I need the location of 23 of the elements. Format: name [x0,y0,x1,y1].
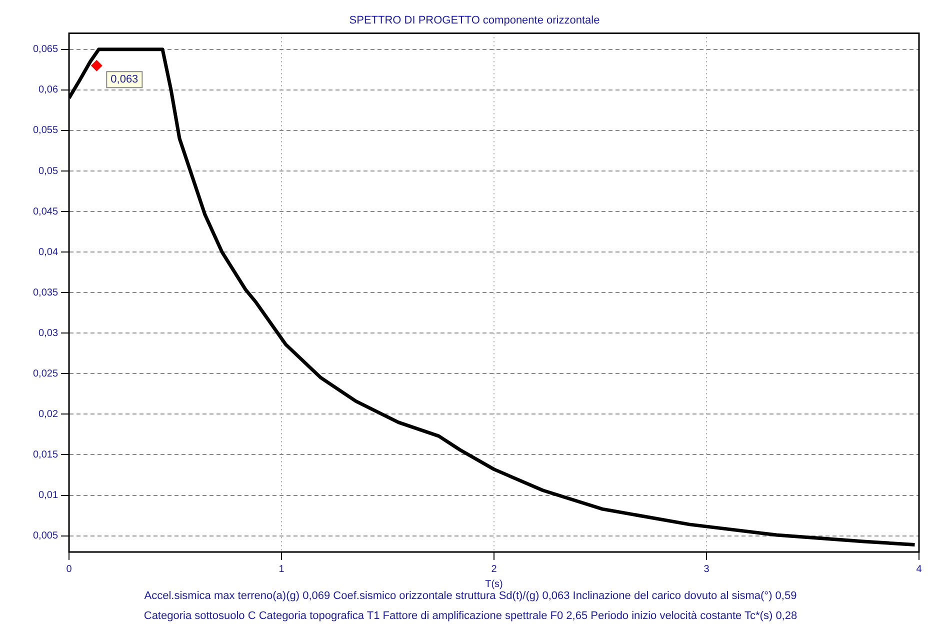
annotation: 0,063 [110,74,138,86]
y-tick-label: 0,005 [32,530,58,542]
y-tick-label: 0,055 [32,125,58,136]
x-axis-title: T(s) [485,578,503,590]
x-tick-label: 2 [491,564,498,575]
y-tick-label: 0,05 [38,166,58,177]
x-tick-label: 3 [704,564,710,575]
y-tick-label: 0,06 [38,84,58,96]
x-tick-label: 0 [66,564,72,575]
x-tick-label: 1 [278,564,285,575]
y-tick-label: 0,045 [32,206,58,218]
y-tick-label: 0,02 [38,408,58,420]
y-tick-label: 0,065 [32,44,58,56]
y-tick-label: 0,03 [38,328,58,339]
y-tick-label: 0,025 [32,368,58,380]
text: Accel.sismica max terreno(a)(g) 0,069 Coef.sismico orizzontale struttura Sd(t)/(g) 0,063 Inclinazione del carico dovuto al sisma(°) 0,59 [144,590,797,602]
chart-title: SPETTRO DI PROGETTO componente orizzontale [349,14,600,27]
y-tick-label: 0,04 [38,246,58,258]
y-tick-label: 0,015 [32,449,58,460]
text: Categoria sottosuolo C Categoria topografica T1 Fattore di amplificazione spettrale F0 2,65 Periodo inizio velocità costante Tc*(s) 0,28 [142,609,798,624]
x-tick-label: 4 [916,564,922,575]
y-tick-label: 0,01 [38,490,58,502]
y-tick-label: 0,035 [32,287,58,298]
